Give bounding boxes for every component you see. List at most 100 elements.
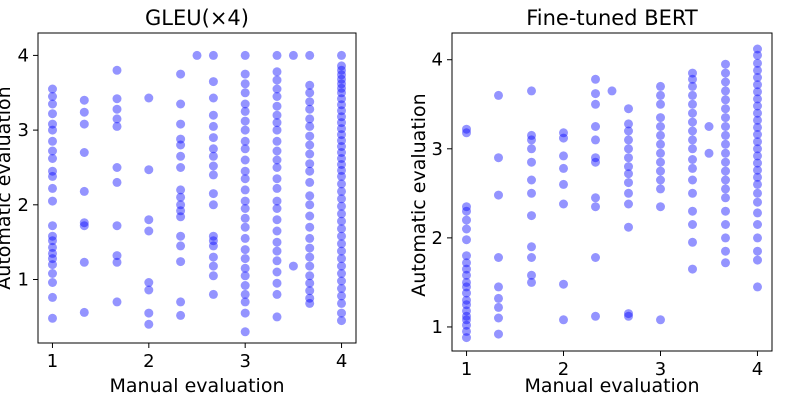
panel-gleu-point (337, 201, 346, 211)
panel-gleu-point (48, 84, 57, 94)
panel-gleu-point (48, 183, 57, 193)
panel-gleu-ytick-label: 2 (18, 195, 29, 216)
panel-gleu-point (240, 263, 250, 273)
panel-gleu-point (337, 224, 346, 234)
panel-gleu-point (305, 121, 315, 131)
panel-gleu-point (272, 136, 282, 146)
panel-gleu-point (79, 221, 89, 231)
panel-gleu-point (208, 110, 218, 120)
panel-bert-point (688, 74, 697, 84)
panel-bert-point (494, 282, 503, 292)
panel-bert-point (721, 166, 730, 176)
panel-bert-point (721, 139, 730, 149)
panel-bert-point (656, 99, 665, 109)
panel-gleu-point (112, 297, 122, 307)
panel-gleu-point (112, 94, 122, 104)
panel-gleu-point (272, 204, 282, 213)
panel-gleu-point (208, 231, 218, 241)
panel-gleu-point (337, 209, 346, 219)
panel-gleu-point (305, 131, 315, 141)
panel-bert-point (559, 151, 568, 161)
panel-bert-point (494, 313, 503, 323)
panel-gleu-point (112, 65, 122, 75)
panel-gleu-point (272, 125, 282, 135)
panel-gleu-point (240, 99, 250, 109)
panel-bert-point (624, 119, 633, 129)
panel-gleu-point (208, 121, 218, 131)
panel-bert-point (624, 188, 633, 198)
panel-gleu-point (48, 248, 57, 258)
panel-bert-ylabel: Automatic evaluation (408, 93, 430, 296)
panel-gleu-point (337, 61, 346, 71)
panel-gleu-point (240, 144, 250, 154)
panel-gleu-point (144, 226, 154, 236)
panel-bert-point (624, 178, 633, 188)
panel-bert-point (624, 126, 633, 136)
panel-bert-point (591, 74, 600, 84)
panel-bert-point (753, 58, 762, 68)
panel-bert-point (624, 104, 633, 114)
panel-gleu-point (272, 50, 282, 60)
panel-gleu-point (272, 110, 282, 120)
panel-gleu-point (208, 144, 218, 154)
panel-gleu-point (272, 67, 282, 77)
panel-gleu-point (208, 236, 218, 246)
panel-gleu-point (176, 241, 186, 251)
panel-gleu-point (337, 79, 346, 89)
panel-gleu-point (112, 121, 122, 131)
panel-bert-point (527, 270, 536, 280)
panel-bert-point (753, 282, 762, 292)
panel-gleu-point (176, 99, 186, 109)
panel-gleu-point (337, 136, 346, 146)
panel-bert-point (527, 144, 536, 154)
panel-gleu-point (208, 200, 218, 210)
panel-bert-point (591, 135, 600, 145)
panel-gleu-point (48, 92, 57, 101)
panel-gleu-point (208, 289, 218, 299)
panel-gleu-point (240, 155, 250, 165)
panel-bert-point (721, 157, 730, 167)
panel-bert-point (753, 158, 762, 168)
panel-bert-point (753, 208, 762, 218)
panel-gleu-point (240, 297, 250, 307)
panel-gleu-point (48, 166, 57, 176)
panel-bert-point (462, 202, 471, 212)
panel-bert-point (656, 113, 665, 123)
panel-bert-point (721, 130, 730, 140)
panel-gleu-point (337, 148, 346, 157)
panel-gleu-point (240, 289, 250, 299)
panel-gleu-point (79, 218, 89, 228)
panel-bert-point (462, 282, 471, 292)
panel-bert-point (591, 193, 600, 203)
panel-gleu-point (272, 237, 282, 247)
panel-gleu-point (305, 252, 315, 262)
panel-gleu-point (272, 146, 282, 156)
panel-gleu-point (48, 269, 57, 278)
panel-bert-point (559, 133, 568, 143)
panel-gleu-point (176, 69, 186, 79)
panel-bert-point (753, 94, 762, 104)
panel-gleu-point (48, 171, 57, 181)
panel-gleu-point (176, 151, 186, 161)
panel-gleu-frame (37, 32, 357, 344)
panel-bert-point (656, 130, 665, 140)
panel-gleu-point (305, 177, 315, 187)
panel-gleu-point (305, 233, 315, 243)
panel-gleu-point (240, 204, 250, 213)
panel-gleu-point (208, 77, 218, 87)
panel-bert-xlabel: Manual evaluation (524, 375, 699, 397)
panel-bert-point (462, 326, 471, 336)
panel-gleu-point (48, 236, 57, 246)
panel-gleu-point (48, 292, 57, 302)
panel-bert-point (688, 108, 697, 118)
panel-bert-point (753, 80, 762, 90)
panel-gleu-point (337, 154, 346, 163)
panel-gleu-point (337, 100, 346, 110)
panel-bert-frame (451, 32, 773, 352)
panel-gleu-point (305, 50, 315, 60)
panel-bert-point (462, 295, 471, 305)
panel-gleu-point (240, 88, 250, 98)
panel-bert-point (656, 184, 665, 194)
panel-bert: Fine-tuned BERT 1 2 3 4 1 2 3 4 Manual evaluati… (408, 6, 773, 397)
panel-gleu-point (48, 99, 57, 109)
